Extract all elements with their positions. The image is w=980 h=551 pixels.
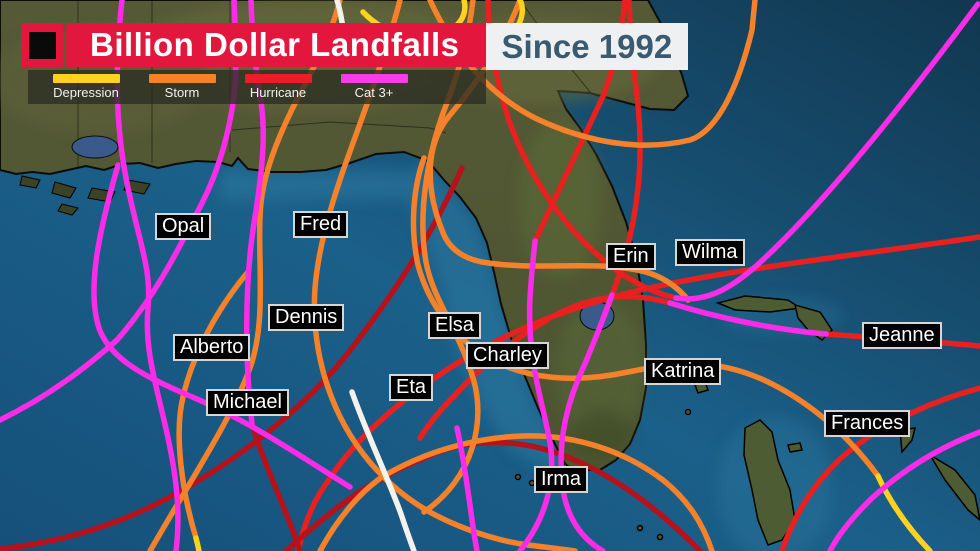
storm-label-wilma: Wilma <box>675 239 745 266</box>
storm-label-alberto: Alberto <box>173 334 251 361</box>
legend-swatch-icon <box>340 74 408 83</box>
legend-label: Cat 3+ <box>354 85 394 100</box>
legend-item-cat-3-: Cat 3+ <box>326 74 422 102</box>
legend-swatch-icon <box>148 74 216 83</box>
track-unnamed-cat3 <box>454 425 480 551</box>
storm-label-katrina: Katrina <box>644 358 722 385</box>
legend-label: Depression <box>53 85 119 100</box>
track-unnamed-cat3 <box>0 0 239 423</box>
bimini <box>684 408 692 416</box>
subtitle-box: Since 1992 <box>485 23 689 70</box>
logo-block <box>21 23 63 67</box>
page-subtitle: Since 1992 <box>501 27 673 65</box>
track-wilma-cat3 <box>673 1 980 302</box>
track-unnamed-depression <box>193 535 202 551</box>
track-unnamed-hurricane <box>0 165 465 551</box>
legend-item-storm: Storm <box>134 74 230 102</box>
legend-items: Depression Storm Hurricane Cat 3+ <box>38 70 422 102</box>
track-unnamed-cat3 <box>91 162 353 490</box>
storm-label-fred: Fred <box>293 211 349 238</box>
storm-label-elsa: Elsa <box>428 312 481 339</box>
page-title: Billion Dollar Landfalls <box>90 26 460 63</box>
legend-swatch-icon <box>244 74 312 83</box>
storm-label-eta: Eta <box>389 374 434 401</box>
track-katrina-storm <box>410 155 881 479</box>
exuma-chain <box>929 454 980 521</box>
track-fred-storm <box>311 0 578 551</box>
track-michael-hurricane <box>249 421 303 551</box>
storm-label-michael: Michael <box>206 389 289 416</box>
storm-label-charley: Charley <box>466 342 549 369</box>
storm-label-irma: Irma <box>534 466 588 493</box>
lake-pontchartrain <box>71 135 119 159</box>
legend-label: Hurricane <box>249 85 307 100</box>
cay-1 <box>636 524 644 532</box>
track-katrina-depression <box>875 473 933 551</box>
track-unnamed-storm <box>317 433 715 551</box>
storm-label-jeanne: Jeanne <box>862 322 942 349</box>
track-jeanne-hurricane <box>417 293 673 441</box>
track-unnamed-storm <box>176 269 251 541</box>
legend-label: Storm <box>164 85 200 100</box>
storm-label-frances: Frances <box>824 410 911 437</box>
track-jeanne-cat3 <box>667 300 829 337</box>
legend-item-depression: Depression <box>38 74 134 102</box>
storm-label-erin: Erin <box>606 243 656 270</box>
black-square-logo-icon <box>28 31 56 59</box>
track-irma-cat3 <box>558 292 615 551</box>
storm-label-dennis: Dennis <box>268 304 345 331</box>
storm-label-opal: Opal <box>155 213 212 240</box>
legend-bar: Depression Storm Hurricane Cat 3+ <box>28 70 486 104</box>
title-banner: Billion Dollar Landfalls <box>66 23 486 67</box>
track-frances-hurricane <box>779 385 980 551</box>
track-unnamed-highlight <box>349 389 417 551</box>
header: Billion Dollar Landfalls Since 1992 <box>21 23 689 70</box>
legend-swatch-icon <box>52 74 120 83</box>
key-1 <box>514 473 522 481</box>
track-charley-cat3 <box>517 238 555 551</box>
legend-item-hurricane: Hurricane <box>230 74 326 102</box>
cay-2 <box>656 533 664 541</box>
new-providence-island <box>787 442 803 453</box>
track-frances-cat3 <box>827 429 980 551</box>
